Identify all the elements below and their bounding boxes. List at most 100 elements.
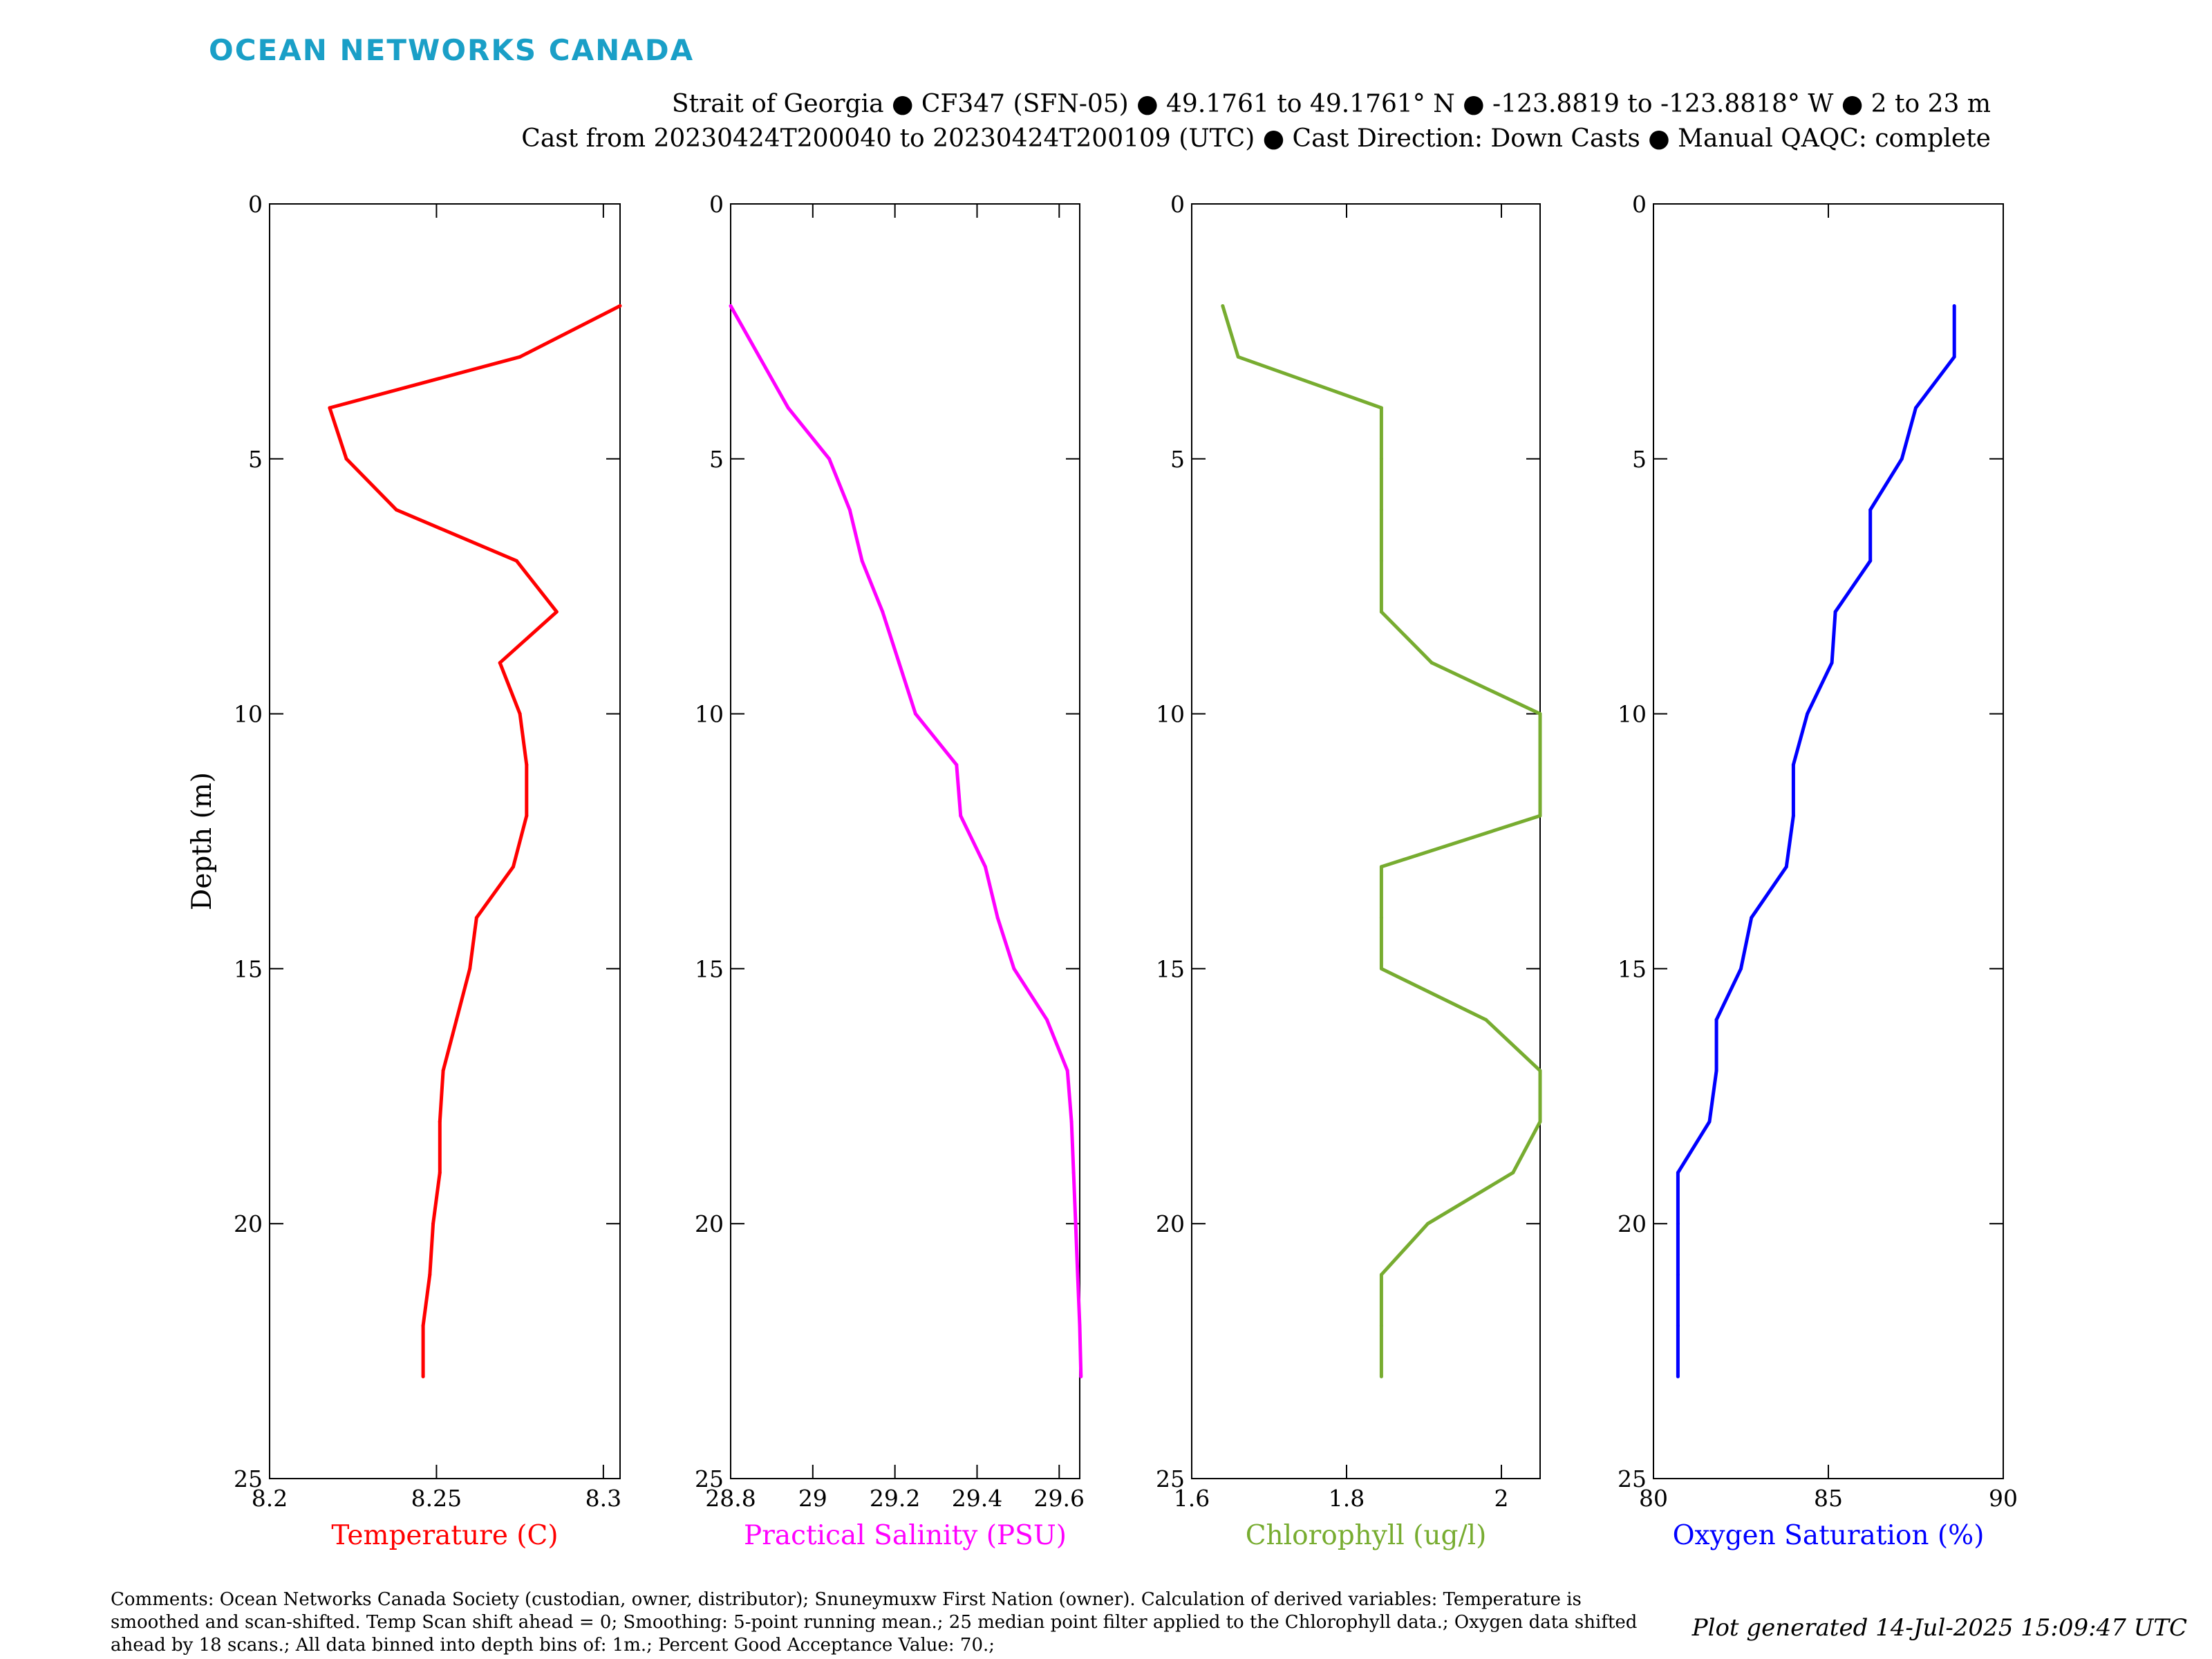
data-point: [1538, 1120, 1542, 1124]
data-point: [468, 966, 472, 971]
data-point: [1791, 814, 1795, 818]
x-tick-label: 90: [1989, 1485, 2018, 1512]
data-point: [827, 457, 832, 461]
y-tick-label: 10: [695, 701, 724, 728]
data-point: [1078, 1324, 1082, 1328]
data-point: [1868, 508, 1873, 512]
x-tick-label: 2: [1494, 1485, 1509, 1512]
y-tick-label: 5: [709, 446, 724, 473]
axes-box: [1191, 203, 1541, 1479]
data-point: [1784, 865, 1788, 869]
x-axis-label: Chlorophyll (ug/l): [1246, 1520, 1487, 1551]
data-point: [1538, 712, 1542, 716]
x-tick-label: 1.8: [1329, 1485, 1365, 1512]
series-line: [729, 305, 1083, 1377]
y-tick-label: 5: [1632, 446, 1647, 473]
x-axis-label: Temperature (C): [331, 1520, 558, 1551]
y-tick-label: 25: [234, 1465, 263, 1492]
axes-box: [1653, 203, 2004, 1479]
y-tick-label: 0: [1170, 191, 1185, 218]
data-point: [1750, 916, 1754, 920]
data-point: [1676, 1324, 1680, 1328]
data-point: [1676, 1170, 1680, 1174]
data-point: [1739, 966, 1743, 971]
data-point: [860, 559, 864, 563]
data-point: [1707, 1120, 1712, 1124]
x-tick-label: 29: [798, 1485, 827, 1512]
data-point: [913, 712, 917, 716]
data-point: [1952, 355, 1956, 359]
plot-generated-timestamp: Plot generated 14-Jul-2025 15:09:47 UTC: [1691, 1614, 2187, 1642]
data-point: [1511, 1170, 1515, 1174]
y-tick-label: 5: [248, 446, 263, 473]
profile-panel-1: 0 5 10 15 20 258.2 8.25 8.3 Temperature (C) Depth…: [187, 191, 622, 1551]
data-point: [1379, 966, 1383, 971]
data-point: [518, 712, 522, 716]
x-tick-label: 1.6: [1174, 1485, 1210, 1512]
y-tick-label: 15: [234, 955, 263, 982]
data-point: [1430, 661, 1434, 665]
profile-panel-3: 0 5 10 15 20 251.6 1.8 2 Chlorophyll (ug/l): [1156, 191, 1542, 1551]
x-tick-label: 28.8: [705, 1485, 756, 1512]
y-axis-label: Depth (m): [187, 772, 218, 910]
axes-box: [730, 203, 1080, 1479]
x-tick-label: 80: [1639, 1485, 1668, 1512]
data-point: [1538, 1069, 1542, 1073]
data-point: [421, 1324, 425, 1328]
data-point: [729, 304, 733, 308]
y-tick-label: 20: [695, 1210, 724, 1237]
data-point: [431, 1221, 435, 1226]
y-tick-label: 25: [695, 1465, 724, 1492]
x-tick-label: 8.2: [252, 1485, 288, 1512]
data-point: [518, 355, 522, 359]
data-point: [1044, 1018, 1049, 1022]
data-point: [438, 1120, 442, 1124]
y-tick-label: 15: [1618, 955, 1647, 982]
y-tick-label: 25: [1156, 1465, 1185, 1492]
processing-comments: Comments: Ocean Networks Canada Society …: [111, 1589, 1638, 1656]
data-point: [1791, 762, 1795, 767]
data-point: [1914, 406, 1918, 410]
data-point: [959, 814, 963, 818]
brand-logo: OCEAN NETWORKS CANADA: [209, 33, 695, 67]
plot-header-location: Strait of Georgia ● CF347 (SFN-05) ● 49.…: [671, 90, 1991, 118]
x-axis-label: Practical Salinity (PSU): [744, 1520, 1067, 1551]
series-line: [328, 304, 621, 1377]
data-point: [1676, 1374, 1680, 1378]
data-point: [1379, 559, 1383, 563]
data-point: [1806, 712, 1810, 716]
data-point: [1426, 1221, 1430, 1226]
data-point: [438, 1170, 442, 1174]
data-point: [881, 610, 885, 614]
data-point: [1833, 610, 1837, 614]
data-point: [474, 916, 478, 920]
data-point: [428, 1273, 432, 1277]
series-line: [1221, 305, 1542, 1377]
data-point: [441, 1069, 445, 1073]
data-point: [1379, 406, 1383, 410]
data-point: [1221, 304, 1225, 308]
data-point: [1379, 865, 1383, 869]
data-point: [983, 865, 987, 869]
data-point: [1071, 1170, 1076, 1174]
data-point: [1065, 1069, 1069, 1073]
data-point: [1379, 916, 1383, 920]
y-tick-label: 15: [695, 955, 724, 982]
data-point: [344, 457, 348, 461]
y-tick-label: 0: [248, 191, 263, 218]
data-point: [421, 1374, 425, 1378]
data-point: [525, 762, 529, 767]
data-point: [1236, 355, 1240, 359]
y-tick-label: 20: [234, 1210, 263, 1237]
data-point: [394, 508, 398, 512]
data-point: [1379, 1324, 1383, 1328]
y-tick-label: 20: [1618, 1210, 1647, 1237]
data-point: [328, 406, 332, 410]
y-tick-label: 0: [1632, 191, 1647, 218]
y-tick-label: 20: [1156, 1210, 1185, 1237]
x-axis-label: Oxygen Saturation (%): [1673, 1520, 1985, 1551]
y-tick-label: 25: [1618, 1465, 1647, 1492]
data-point: [1830, 661, 1834, 665]
